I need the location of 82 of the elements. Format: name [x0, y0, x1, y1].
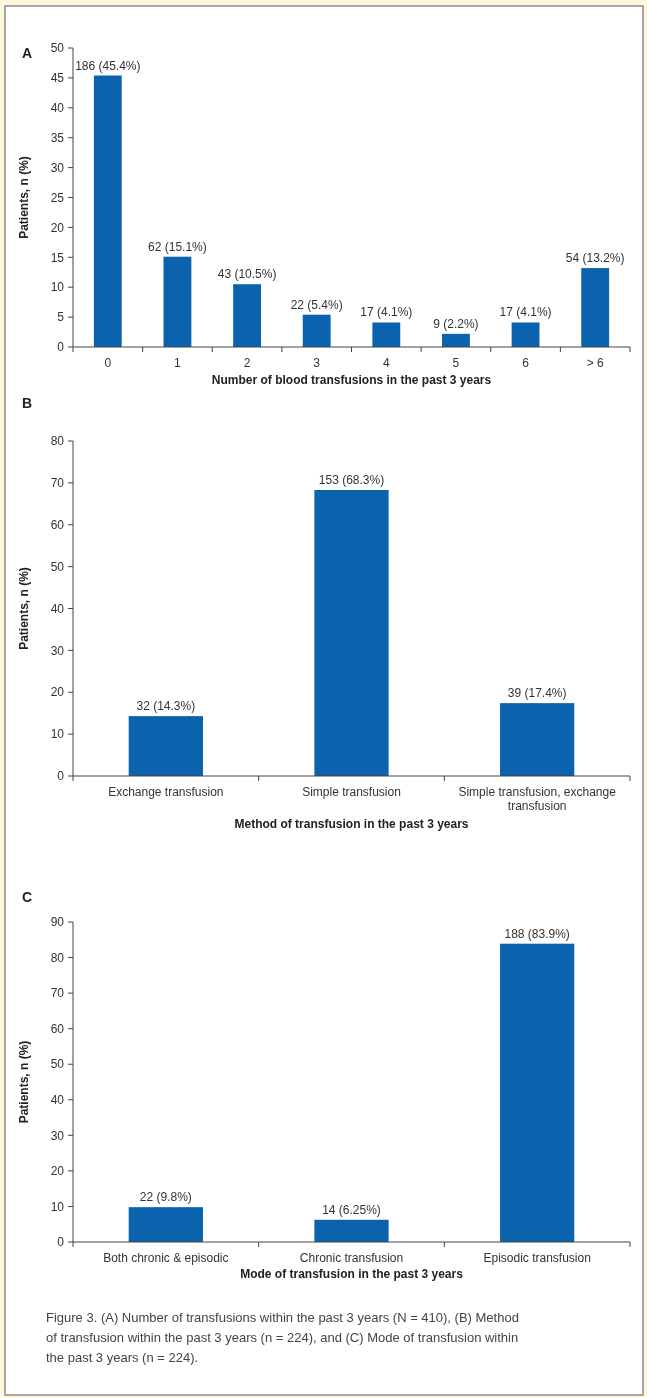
- y-tick-label: 5: [57, 310, 65, 325]
- y-tick-label: 60: [50, 517, 65, 532]
- x-tick-label: Chronic transfusion: [299, 1251, 404, 1265]
- y-tick-label: 20: [50, 1164, 65, 1179]
- y-tick-label: 45: [50, 71, 65, 86]
- caption: Figure 3. (A) Number of transfusions within the past 3 years (N = 410), (B) Method of transfusion within the past 3 years (n = 224), and (C) Mode of transfusion within the past 3 years (n = 224).: [46, 1310, 519, 1365]
- y-tick-label: 0: [57, 769, 65, 784]
- y-tick-label: 90: [50, 915, 65, 930]
- y-tick-label: 50: [50, 1057, 65, 1072]
- y-tick-label: 35: [50, 130, 65, 145]
- data-label: 17 (4.1%): [499, 305, 552, 320]
- y-tick-label: 0: [57, 340, 65, 355]
- data-label: 43 (10.5%): [217, 267, 277, 282]
- x-tick-label: 2: [243, 356, 251, 370]
- x-tick-label: Exchange transfusion: [108, 785, 224, 799]
- y-tick-label: 80: [50, 950, 65, 965]
- y-tick-label: 50: [50, 559, 65, 574]
- data-label: 62 (15.1%): [148, 239, 207, 254]
- bar: [442, 333, 470, 347]
- y-tick-label: 15: [50, 250, 65, 265]
- y-tick-label: 10: [50, 1199, 65, 1214]
- x-tick-label: Simple transfusion: [302, 785, 401, 799]
- bar: [314, 489, 389, 776]
- data-label: 54 (13.2%): [565, 251, 625, 266]
- y-tick-label: 20: [50, 220, 65, 235]
- x-axis-title: Method of transfusion in the past 3 years: [234, 817, 469, 831]
- bar: [581, 268, 610, 347]
- data-label: 17 (4.1%): [360, 305, 413, 320]
- x-tick-label: > 6: [586, 356, 605, 370]
- x-tick-label: 6: [522, 356, 530, 370]
- bar: [302, 314, 331, 347]
- bar: [128, 716, 203, 776]
- y-tick-label: 0: [57, 1235, 65, 1250]
- y-tick-label: 80: [50, 434, 65, 449]
- data-label: 39 (17.4%): [507, 686, 567, 701]
- data-label: 32 (14.3%): [136, 699, 196, 714]
- y-tick-label: 30: [50, 1128, 65, 1143]
- data-label: 22 (9.8%): [139, 1190, 192, 1205]
- y-tick-label: 70: [50, 476, 65, 491]
- x-axis-title: Mode of transfusion in the past 3 years: [240, 1267, 464, 1281]
- y-tick-label: 40: [50, 601, 65, 616]
- x-tick-label: 3: [313, 356, 321, 370]
- bar: [314, 1219, 389, 1242]
- x-tick-label: 4: [382, 356, 390, 370]
- y-tick-label: 70: [50, 986, 65, 1001]
- x-tick-label: 5: [452, 356, 460, 370]
- y-tick-label: 50: [50, 41, 65, 56]
- bar: [511, 322, 540, 347]
- y-tick-label: 40: [50, 1092, 65, 1107]
- y-tick-label: 40: [50, 101, 65, 115]
- y-tick-label: 60: [50, 1021, 65, 1036]
- y-axis-title: Patients, n (%): [17, 567, 31, 650]
- data-label: 14 (6.25%): [322, 1202, 381, 1217]
- bar: [163, 256, 192, 347]
- y-tick-label: 10: [50, 280, 65, 295]
- x-axis-title: Number of blood transfusions in the past 3 years: [211, 373, 492, 387]
- x-tick-label: Episodic transfusion: [483, 1251, 591, 1265]
- y-axis-title: Patients, n (%): [17, 156, 31, 239]
- bar: [233, 284, 261, 347]
- x-tick-label: 1: [174, 356, 182, 370]
- chart-title: A: [22, 45, 33, 61]
- y-tick-label: 20: [50, 685, 65, 700]
- y-tick-label: 10: [50, 727, 65, 742]
- x-tick-label: Both chronic & episodic: [103, 1251, 229, 1265]
- y-tick-label: 25: [50, 190, 65, 205]
- y-tick-label: 30: [50, 160, 65, 175]
- bar: [128, 1207, 203, 1242]
- data-label: 188 (83.9%): [504, 926, 570, 941]
- y-axis-title: Patients, n (%): [17, 1040, 31, 1124]
- bar: [372, 322, 401, 347]
- chart-title: C: [22, 889, 33, 905]
- chart-title: B: [22, 395, 33, 411]
- data-label: 22 (5.4%): [290, 297, 343, 312]
- bar: [500, 703, 575, 776]
- data-label: 186 (45.4%): [75, 58, 141, 73]
- data-label: 9 (2.2%): [433, 316, 479, 331]
- data-label: 153 (68.3%): [318, 472, 385, 487]
- y-tick-label: 30: [50, 643, 65, 658]
- bar: [500, 943, 575, 1242]
- bar: [93, 75, 122, 347]
- x-tick-label: Simple transfusion, exchange transfusion: [458, 785, 617, 813]
- x-tick-label: 0: [104, 356, 112, 370]
